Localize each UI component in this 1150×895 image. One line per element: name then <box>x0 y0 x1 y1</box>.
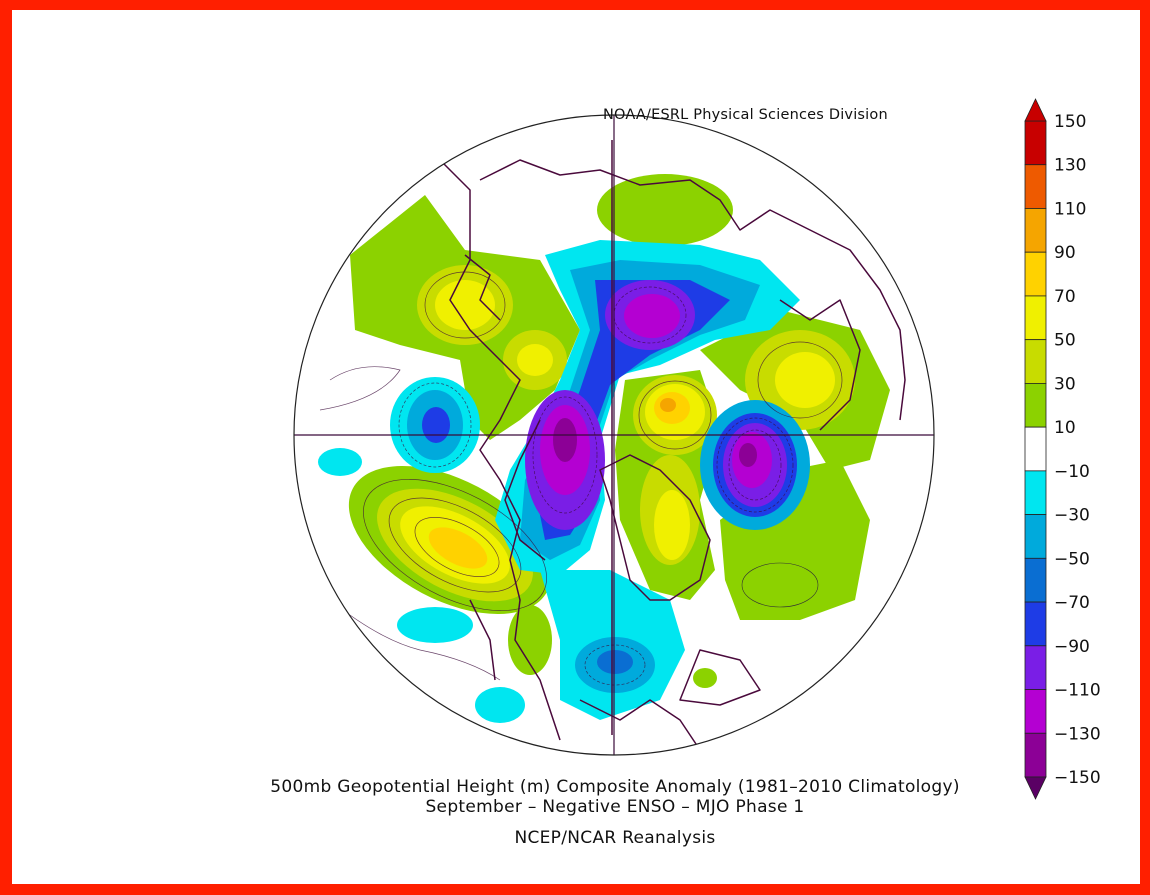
polar-map <box>294 115 934 755</box>
colorbar-bin <box>1024 645 1047 690</box>
colorbar-bin <box>1024 557 1047 603</box>
negative-anomaly-arctic <box>495 240 800 575</box>
colorbar-tick-label: 10 <box>1054 418 1076 438</box>
colorbar-tick-label: −70 <box>1054 593 1090 613</box>
contour-lines <box>319 271 843 686</box>
colorbar-bin <box>1024 208 1047 253</box>
negative-anomaly-europe <box>700 400 810 530</box>
colorbar-bin <box>1024 514 1047 559</box>
colorbar-bin <box>1024 732 1047 778</box>
colorbar-tick-label: −30 <box>1054 506 1090 526</box>
colorbar-tick-label: 70 <box>1054 287 1076 307</box>
colorbar-tick-label: −10 <box>1054 462 1090 482</box>
colorbar-tick-label: −150 <box>1054 768 1101 788</box>
colorbar-tick-label: 90 <box>1054 243 1076 263</box>
colorbar-tick-label: −50 <box>1054 549 1090 569</box>
colorbar-tick-label: 150 <box>1054 112 1086 132</box>
colorbar-bin <box>1024 339 1047 384</box>
colorbar-tick-label: −130 <box>1054 724 1101 744</box>
colorbar-tick-label: −90 <box>1054 637 1090 657</box>
map-boundary <box>293 114 935 756</box>
colorbar-bin <box>1024 470 1047 516</box>
colorbar-tick-label: 50 <box>1054 331 1076 351</box>
colorbar-bin <box>1024 382 1047 428</box>
colorbar-tick-label: 30 <box>1054 374 1076 394</box>
colorbar-over-triangle <box>1024 98 1047 122</box>
title-line2: September – Negative ENSO – MJO Phase 1 <box>425 797 805 817</box>
positive-anomaly-asia <box>350 195 580 440</box>
colorbar-bin <box>1024 120 1047 166</box>
credit-label: NOAA/ESRL Physical Sciences Division <box>603 107 888 123</box>
title-line1: 500mb Geopotential Height (m) Composite … <box>270 777 960 797</box>
colorbar-bin <box>1024 164 1047 209</box>
negative-anomaly-north-pacific <box>318 377 525 723</box>
colorbar: 150 130 110 90 70 50 30 10 −10 −30 −50 −70 −90 −110 −1… <box>1024 98 1101 800</box>
colorbar-tick-label: 110 <box>1054 199 1086 219</box>
graticule <box>294 115 934 755</box>
colorbar-bin <box>1024 689 1047 734</box>
colorbar-bin <box>1024 426 1047 472</box>
colorbar-tick-label: −110 <box>1054 681 1101 701</box>
colorbar-under-triangle <box>1024 776 1047 800</box>
colorbar-bin <box>1024 601 1047 647</box>
colorbar-bin <box>1024 251 1047 297</box>
colorbar-bin <box>1024 295 1047 341</box>
coastlines <box>429 140 906 751</box>
source-label: NCEP/NCAR Reanalysis <box>514 828 716 848</box>
colorbar-tick-label: 130 <box>1054 156 1086 176</box>
